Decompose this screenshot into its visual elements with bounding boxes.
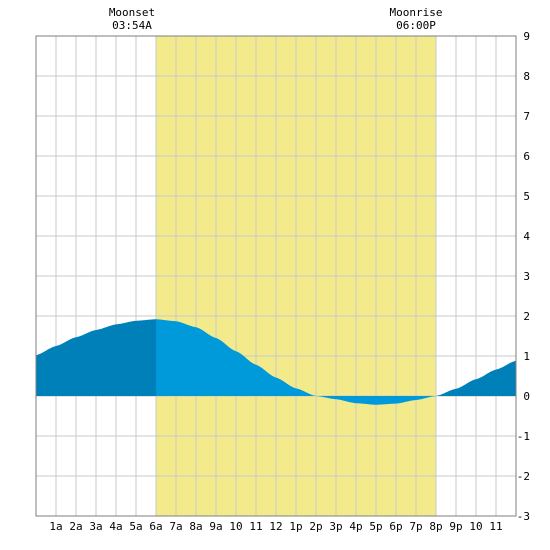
x-tick-labels: 1a 2a 3a 4a 5a 6a 7a 8a 9a 10 11 12 1p 2p 3p 4p 5p 6p 7p 8p… [49, 520, 502, 533]
y-tick-label: -2 [517, 470, 530, 483]
tide-area-day [156, 319, 436, 405]
x-tick-label: 7a [169, 520, 182, 533]
x-tick-label: 4p [349, 520, 362, 533]
x-tick-label: 1a [49, 520, 62, 533]
x-tick-label: 9p [449, 520, 462, 533]
x-tick-label: 10 [469, 520, 482, 533]
tide-area-layer [36, 319, 516, 405]
plot-frame [35, 35, 517, 517]
moonset-label: Moonset [109, 6, 155, 19]
x-tick-label: 2p [309, 520, 322, 533]
y-tick-label: 6 [523, 150, 530, 163]
y-tick-label: 8 [523, 70, 530, 83]
x-tick-label: 6a [149, 520, 162, 533]
y-tick-label: 9 [523, 30, 530, 43]
x-tick-label: 9a [209, 520, 222, 533]
x-tick-label: 2a [69, 520, 82, 533]
x-tick-label: 6p [389, 520, 402, 533]
x-tick-label: 3p [329, 520, 342, 533]
y-tick-label: 4 [523, 230, 530, 243]
y-tick-label: 2 [523, 310, 530, 323]
y-tick-label: 3 [523, 270, 530, 283]
x-tick-label: 8a [189, 520, 202, 533]
moonset-time: 03:54A [112, 19, 152, 32]
y-tick-label: 0 [523, 390, 530, 403]
x-tick-label: 4a [109, 520, 122, 533]
x-tick-label: 8p [429, 520, 442, 533]
y-tick-label: -1 [517, 430, 530, 443]
x-tick-label: 11 [489, 520, 502, 533]
y-tick-label: 7 [523, 110, 530, 123]
moonrise-time: 06:00P [396, 19, 436, 32]
y-tick-label: -3 [517, 510, 530, 523]
x-tick-label: 12 [269, 520, 282, 533]
tide-area-night-early [36, 319, 156, 396]
y-tick-label: 1 [523, 350, 530, 363]
grid-layer [36, 36, 516, 516]
x-tick-label: 11 [249, 520, 262, 533]
x-tick-label: 7p [409, 520, 422, 533]
x-tick-label: 10 [229, 520, 242, 533]
x-tick-label: 1p [289, 520, 302, 533]
y-tick-label: 5 [523, 190, 530, 203]
moonrise-label: Moonrise [390, 6, 443, 19]
x-tick-label: 5p [369, 520, 382, 533]
x-tick-label: 3a [89, 520, 102, 533]
tide-area-night-late [436, 360, 516, 396]
y-tick-labels: 9 8 7 6 5 4 3 2 1 0 -1 -2 -3 [517, 30, 531, 523]
x-tick-label: 5a [129, 520, 142, 533]
